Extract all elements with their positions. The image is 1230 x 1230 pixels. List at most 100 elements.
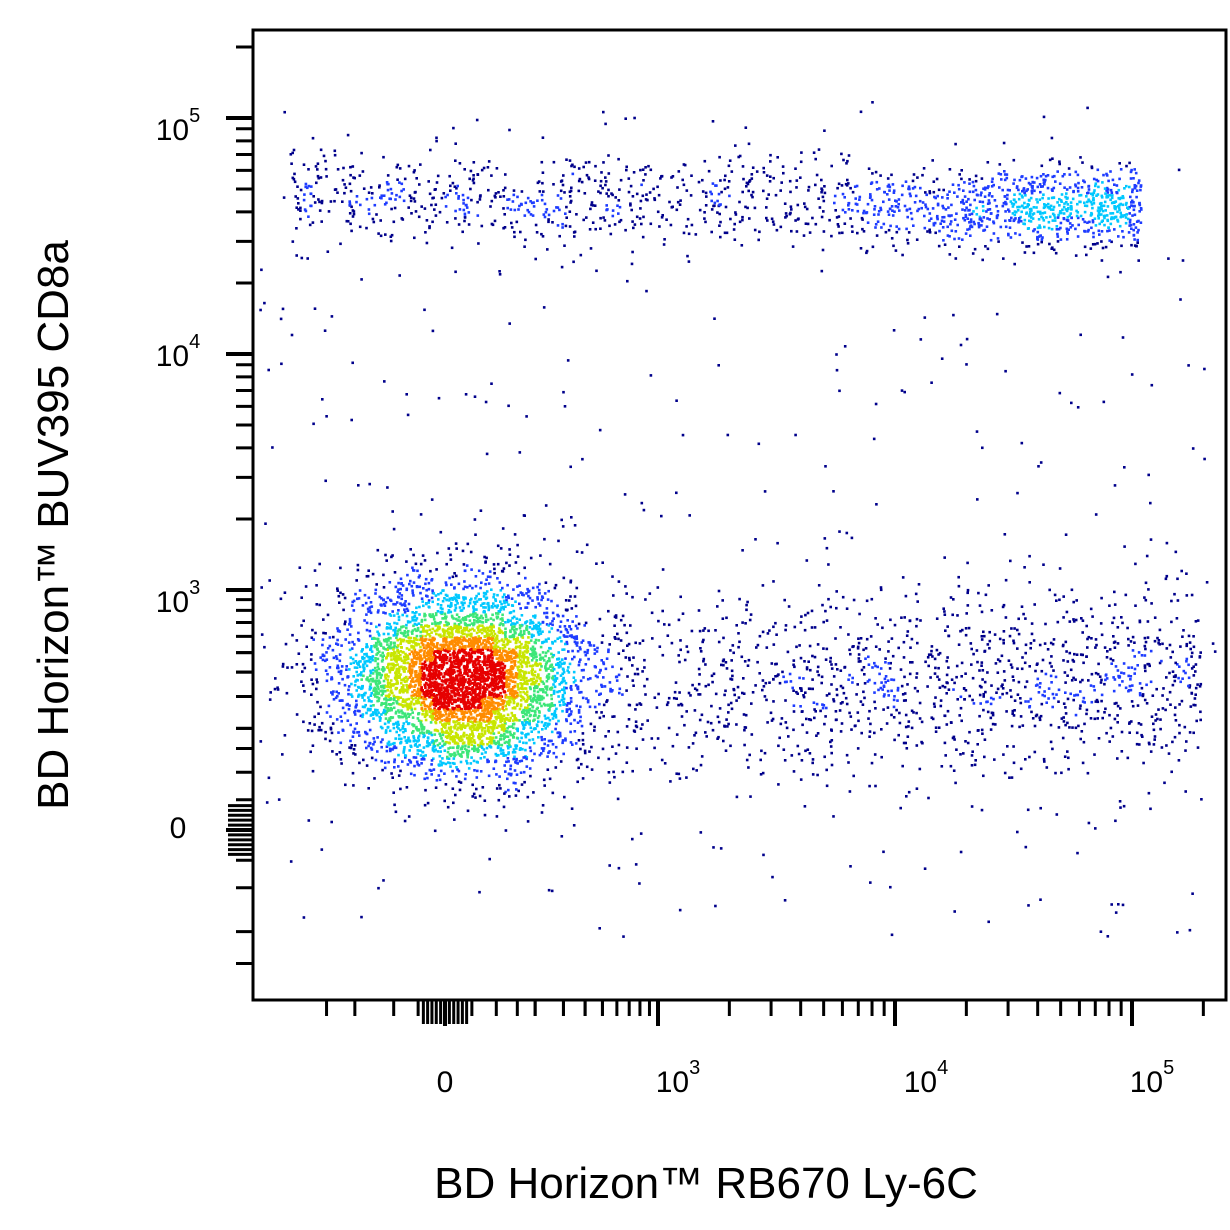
event-dot (327, 704, 331, 708)
event-dot (459, 760, 463, 764)
event-dot (538, 629, 542, 633)
event-dot (491, 656, 494, 660)
event-dot (515, 788, 518, 791)
event-dot (499, 622, 503, 625)
event-dot (516, 621, 519, 624)
event-dot (483, 692, 486, 696)
event-dot (538, 711, 541, 714)
event-dot (454, 659, 458, 662)
event-dot (408, 652, 412, 656)
event-dot (481, 652, 485, 655)
event-dot (502, 751, 505, 755)
event-dot (614, 614, 618, 617)
event-dot (453, 670, 456, 674)
event-dot (371, 572, 375, 576)
event-dot (472, 610, 476, 614)
event-dot (535, 664, 538, 667)
event-dot (517, 672, 521, 676)
event-dot (440, 683, 444, 686)
event-dot (476, 643, 480, 646)
event-dot (490, 698, 494, 702)
event-dot (535, 686, 539, 690)
event-dot (357, 693, 361, 697)
event-dot (455, 625, 458, 628)
event-dot (404, 754, 408, 758)
event-dot (585, 543, 589, 547)
event-dot (438, 647, 442, 651)
event-dot (430, 702, 434, 706)
event-dot (458, 606, 462, 609)
event-dot (481, 602, 484, 605)
event-dot (392, 791, 395, 794)
event-dot (365, 711, 368, 715)
event-dot (440, 715, 443, 718)
event-dot (502, 725, 506, 729)
event-dot (456, 699, 460, 702)
event-dot (335, 753, 338, 756)
event-dot (525, 765, 529, 768)
event-dot (472, 660, 475, 663)
event-dot (441, 589, 444, 592)
event-dot (507, 669, 510, 672)
event-dot (363, 660, 366, 663)
event-dot (501, 749, 505, 752)
event-dot (416, 694, 419, 698)
event-dot (439, 697, 443, 700)
event-dot (428, 606, 431, 609)
event-dot (386, 681, 390, 684)
event-dot (579, 647, 582, 651)
event-dot (484, 673, 488, 677)
event-dot (499, 617, 502, 621)
event-dot (450, 686, 453, 690)
event-dot (417, 739, 420, 742)
event-dot (524, 687, 528, 690)
event-dot (403, 659, 406, 663)
event-dot (517, 633, 521, 636)
event-dot (444, 647, 448, 651)
event-dot (504, 722, 507, 725)
event-dot (465, 759, 468, 763)
event-dot (391, 776, 394, 779)
event-dot (449, 725, 453, 729)
event-dot (512, 719, 515, 722)
event-dot (428, 732, 431, 735)
event-dot (399, 696, 403, 699)
event-dot (498, 656, 501, 660)
event-dot (404, 700, 407, 704)
event-dot (484, 627, 487, 630)
event-dot (471, 649, 475, 653)
event-dot (492, 624, 495, 628)
event-dot (454, 753, 457, 757)
event-dot (409, 671, 412, 674)
event-dot (475, 594, 478, 598)
event-dot (480, 729, 484, 732)
event-dot (463, 596, 467, 599)
event-dot (414, 562, 418, 566)
event-dot (367, 660, 370, 663)
event-dot (351, 657, 355, 661)
event-dot (331, 750, 334, 753)
event-dot (495, 754, 499, 757)
event-dot (550, 739, 553, 743)
event-dot (466, 755, 469, 759)
event-dot (467, 706, 470, 710)
event-dot (569, 685, 573, 688)
event-dot (315, 687, 318, 691)
event-dot (510, 650, 513, 653)
event-dot (512, 649, 515, 652)
event-dot (403, 630, 407, 633)
event-dot (432, 681, 435, 685)
event-dot (482, 712, 486, 715)
event-dot (538, 622, 542, 626)
event-dot (367, 787, 370, 790)
event-dot (337, 594, 341, 598)
event-dot (553, 712, 557, 716)
event-dot (479, 697, 482, 701)
event-dot (552, 668, 556, 671)
event-dot (543, 704, 547, 707)
event-dot (443, 708, 446, 712)
event-dot (279, 597, 283, 601)
event-dot (463, 777, 467, 781)
event-dot (475, 641, 479, 644)
event-dot (488, 669, 492, 673)
